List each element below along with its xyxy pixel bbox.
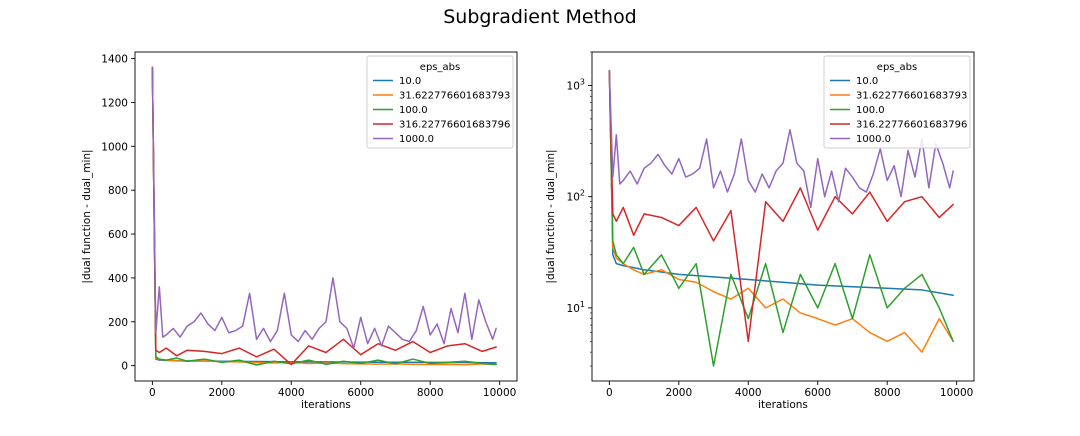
series-line bbox=[151, 66, 497, 366]
x-tick-label: 8000 bbox=[417, 387, 444, 399]
x-tick-label: 2000 bbox=[208, 387, 235, 399]
legend-entry: 316.22776601683796 bbox=[856, 120, 967, 131]
x-tick-label: 10000 bbox=[483, 387, 516, 399]
y-tick-label: 600 bbox=[108, 229, 128, 241]
legend-entry: 1000.0 bbox=[399, 134, 434, 145]
series-line bbox=[151, 66, 497, 349]
axes-frame bbox=[591, 51, 975, 382]
series-line bbox=[608, 69, 954, 367]
legend-entry: 10.0 bbox=[856, 76, 878, 87]
y-tick-label: 400 bbox=[108, 273, 128, 285]
y-tick-label: 1000 bbox=[101, 141, 128, 153]
y-tick-label: 103 bbox=[567, 77, 585, 92]
series-line bbox=[151, 66, 497, 366]
x-axis-label: iterations bbox=[758, 399, 808, 411]
legend-entry: 31.622776601683793 bbox=[399, 91, 510, 102]
y-axis-label: |dual function - dual_min| bbox=[81, 149, 93, 283]
legend-entry: 100.0 bbox=[399, 105, 428, 116]
y-tick-label: 1200 bbox=[101, 97, 128, 109]
y-tick-label: 101 bbox=[567, 300, 585, 315]
x-tick-label: 6000 bbox=[347, 387, 374, 399]
legend-title: eps_abs bbox=[877, 62, 917, 73]
chart-panel-2: 0 2000 4000 6000 8000 10000 101 102 103 iteration… bbox=[545, 51, 975, 411]
y-tick-label: 800 bbox=[108, 185, 128, 197]
series-line bbox=[608, 69, 954, 296]
series-line bbox=[608, 69, 954, 353]
series-line bbox=[608, 69, 954, 343]
legend-entry: 316.22776601683796 bbox=[399, 120, 510, 131]
legend-entry: 10.0 bbox=[399, 76, 421, 87]
legend-entry: 31.622776601683793 bbox=[856, 91, 967, 102]
y-tick-label: 0 bbox=[121, 361, 128, 373]
plot-area bbox=[151, 66, 497, 366]
x-tick-label: 0 bbox=[149, 387, 156, 399]
chart-panel-1: 0 2000 4000 6000 8000 10000 0 200 400 600 800 1000 1… bbox=[81, 51, 518, 411]
y-axis-label: |dual function - dual_min| bbox=[545, 149, 557, 283]
legend-entry: 100.0 bbox=[856, 105, 885, 116]
x-tick-label: 6000 bbox=[804, 387, 831, 399]
x-tick-label: 2000 bbox=[665, 387, 692, 399]
legend-box bbox=[366, 55, 514, 149]
x-tick-label: 4000 bbox=[278, 387, 305, 399]
y-tick-label: 1400 bbox=[101, 54, 128, 66]
y-tick-label: 102 bbox=[567, 189, 585, 204]
axes-frame bbox=[134, 51, 518, 382]
x-tick-label: 10000 bbox=[940, 387, 973, 399]
x-tick-label: 4000 bbox=[735, 387, 762, 399]
legend-box bbox=[823, 55, 971, 149]
series-line bbox=[151, 66, 497, 366]
x-tick-label: 0 bbox=[606, 387, 613, 399]
x-tick-label: 8000 bbox=[874, 387, 901, 399]
plot-area bbox=[608, 69, 954, 367]
legend-title: eps_abs bbox=[420, 62, 460, 73]
x-axis-label: iterations bbox=[301, 399, 351, 411]
figure-title: Subgradient Method bbox=[443, 6, 637, 28]
legend: eps_abs 10.0 31.622776601683793 100.0 316.22… bbox=[366, 55, 514, 149]
y-tick-label: 200 bbox=[108, 317, 128, 329]
legend: eps_abs 10.0 31.622776601683793 100.0 316.22… bbox=[823, 55, 971, 149]
series-line bbox=[608, 69, 954, 209]
legend-entry: 1000.0 bbox=[856, 134, 891, 145]
